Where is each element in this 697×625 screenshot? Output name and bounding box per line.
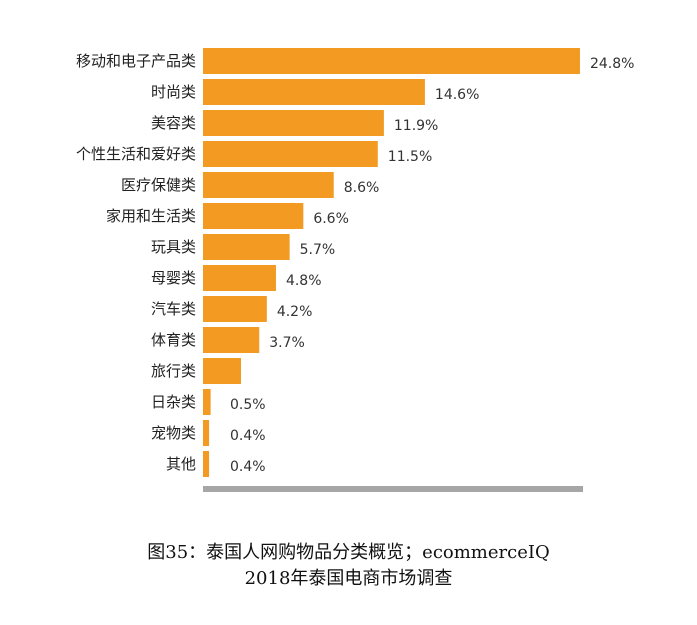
category-label: 母婴类 — [151, 269, 196, 287]
category-label: 美容类 — [151, 114, 196, 132]
category-label: 其他 — [166, 455, 196, 473]
category-label: 旅行类 — [151, 362, 196, 380]
value-label: 6.6% — [313, 211, 349, 227]
category-label: 宠物类 — [151, 424, 196, 442]
value-label: 0.4% — [230, 459, 266, 475]
category-label: 家用和生活类 — [106, 207, 196, 225]
category-label: 移动和电子产品类 — [76, 52, 196, 70]
bar — [203, 172, 334, 198]
category-label: 个性生活和爱好类 — [76, 145, 196, 163]
bar — [203, 110, 384, 136]
bar — [203, 420, 210, 446]
bar — [203, 265, 276, 291]
category-label: 时尚类 — [151, 83, 196, 101]
value-label: 8.6% — [344, 180, 380, 196]
bar — [203, 358, 241, 384]
figure-caption-line1: 图35：泰国人网购物品分类概览；ecommerceIQ — [147, 542, 550, 563]
bar — [203, 203, 304, 229]
value-label: 14.6% — [435, 87, 479, 103]
category-label: 医疗保健类 — [121, 176, 196, 194]
bar — [203, 389, 211, 415]
category-label: 玩具类 — [151, 238, 196, 256]
bar — [203, 48, 580, 74]
value-label: 11.9% — [394, 118, 438, 134]
value-label: 4.2% — [277, 304, 313, 320]
category-label: 体育类 — [151, 331, 196, 349]
chart-baseline — [203, 486, 583, 492]
bar — [203, 296, 267, 322]
category-label: 日杂类 — [151, 393, 196, 411]
value-label: 11.5% — [388, 149, 432, 165]
figure-caption-line2: 2018年泰国电商市场调查 — [244, 568, 453, 589]
value-label: 0.4% — [230, 428, 266, 444]
bar — [203, 451, 210, 477]
value-label: 3.7% — [269, 335, 305, 351]
bar — [203, 79, 425, 105]
bar-chart: 移动和电子产品类 24.8% 时尚类 14.6% 美容类 11.9% 个性生活和爱好类 11.… — [76, 48, 634, 492]
category-label: 汽车类 — [151, 300, 196, 318]
value-label: 5.7% — [300, 242, 336, 258]
bar — [203, 141, 378, 167]
value-label: 4.8% — [286, 273, 322, 289]
value-label: 0.5% — [230, 397, 266, 413]
bar — [203, 327, 260, 353]
bar — [203, 234, 290, 260]
value-label: 24.8% — [590, 56, 634, 72]
